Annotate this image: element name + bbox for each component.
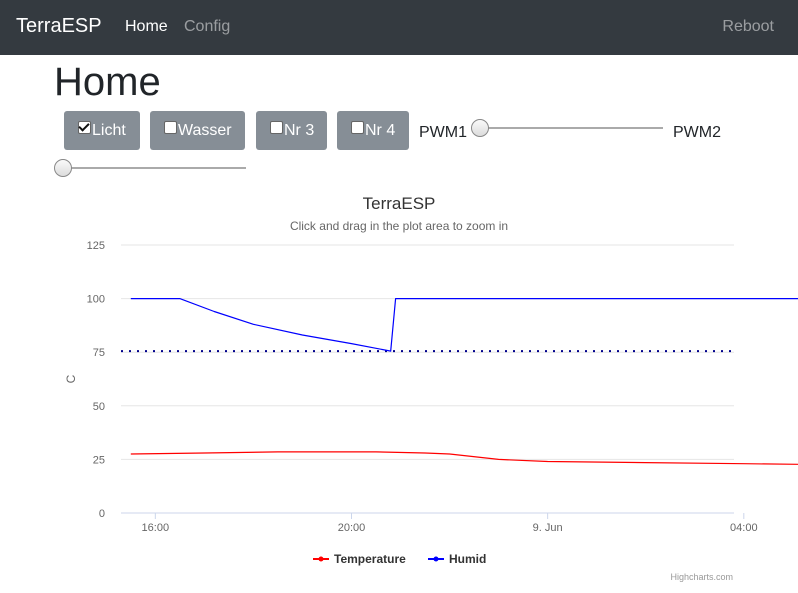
brand[interactable]: TerraESP: [16, 15, 102, 37]
pwm2-slider-thumb[interactable]: [54, 159, 72, 177]
licht-label: Licht: [92, 122, 126, 139]
wasser-button[interactable]: Wasser: [150, 111, 245, 150]
y-tick-label: 75: [93, 347, 105, 359]
legend-symbol-marker: [433, 556, 439, 562]
pwm1-label: PWM1: [419, 124, 467, 141]
licht-button[interactable]: Licht: [64, 111, 140, 150]
x-tick-label: 04:00: [730, 522, 758, 534]
series-line-humid: [130, 298, 798, 352]
checkbox-checked-icon: [78, 121, 91, 134]
y-tick-label: 0: [99, 508, 105, 520]
nr3-label: Nr 3: [284, 122, 315, 139]
pwm2-label: PWM2: [673, 124, 721, 141]
nr4-button[interactable]: Nr 4: [337, 111, 409, 150]
nav-config[interactable]: Config: [184, 18, 231, 35]
nr4-label: Nr 4: [365, 122, 396, 139]
y-tick-label: 25: [93, 454, 105, 466]
chart-subtitle: Click and drag in the plot area to zoom …: [290, 219, 508, 233]
chart-title: TerraESP: [363, 194, 436, 213]
nav-reboot[interactable]: Reboot: [722, 18, 774, 35]
x-tick-label: 20:00: [338, 522, 366, 534]
y-axis-label: C: [64, 374, 78, 383]
navbar: TerraESP Home Config Reboot: [0, 0, 798, 55]
page-title: Home: [54, 60, 161, 104]
legend-item-label: Temperature: [334, 552, 406, 566]
checkbox-icon: [164, 121, 177, 134]
checkbox-icon: [351, 121, 364, 134]
x-tick-label: 16:00: [142, 522, 170, 534]
wasser-label: Wasser: [178, 122, 232, 139]
pwm2-slider-track[interactable]: [62, 167, 246, 169]
pwm1-slider-track[interactable]: [479, 127, 663, 129]
legend-symbol-marker: [318, 556, 324, 562]
y-tick-label: 125: [87, 240, 105, 252]
y-tick-label: 100: [87, 294, 105, 306]
checkbox-icon: [270, 121, 283, 134]
x-tick-label: 9. Jun: [533, 522, 563, 534]
pwm1-slider-thumb[interactable]: [471, 119, 489, 137]
nr3-button[interactable]: Nr 3: [256, 111, 327, 150]
series-line-temperature: [130, 451, 798, 465]
nav-home[interactable]: Home: [125, 18, 168, 35]
y-tick-label: 50: [93, 401, 105, 413]
legend-item-label: Humid: [449, 552, 486, 566]
chart-credits[interactable]: Highcharts.com: [670, 572, 733, 582]
